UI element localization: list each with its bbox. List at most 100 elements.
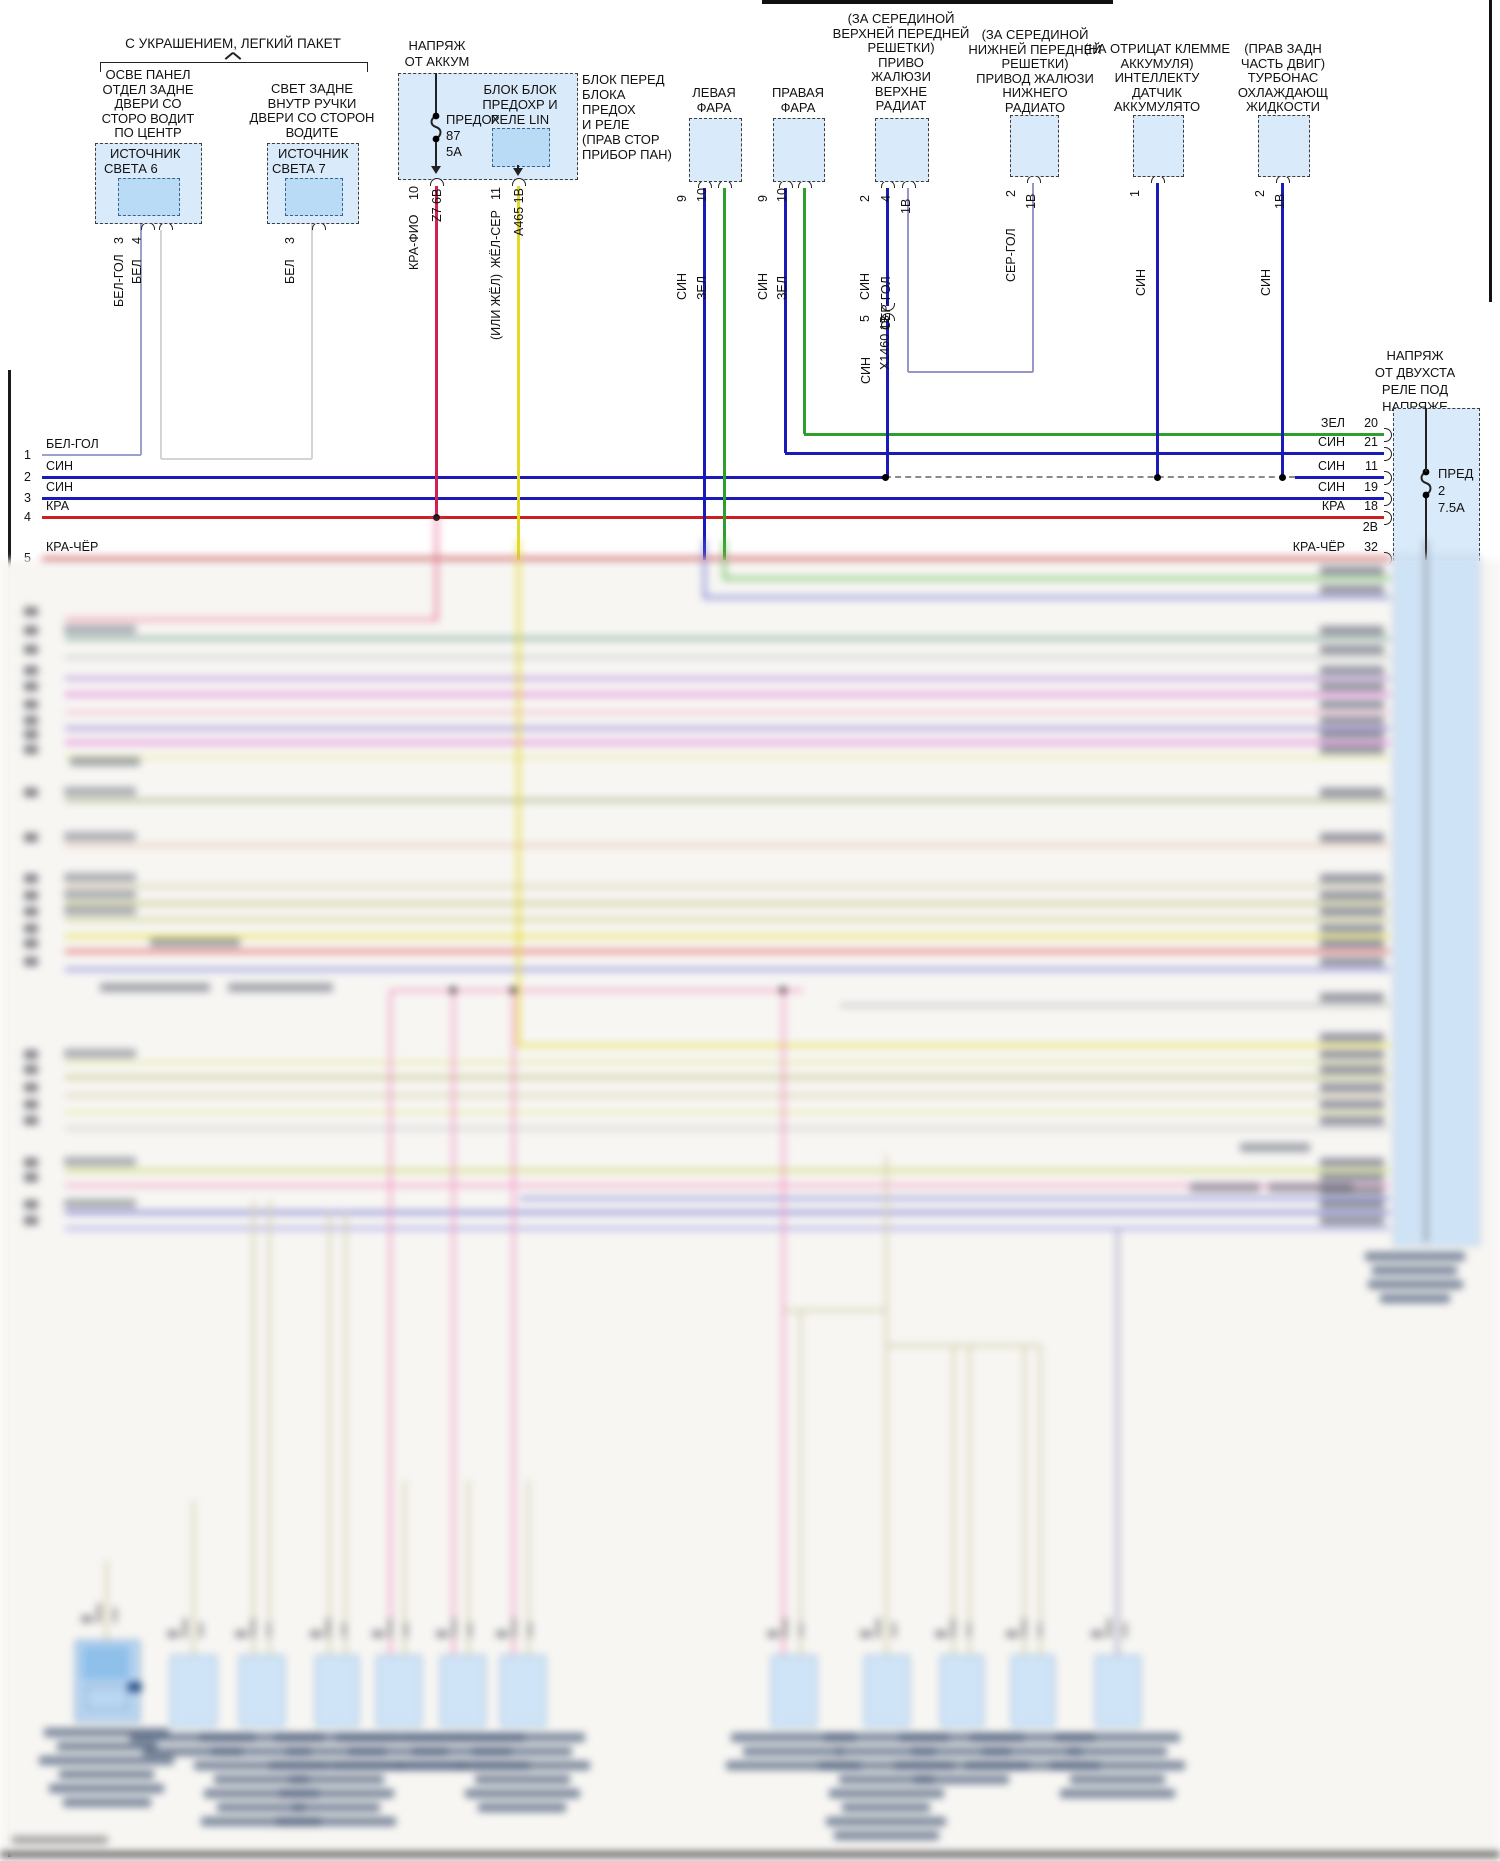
caption-line-placeholder (130, 1733, 255, 1742)
pin-label-placeholder (935, 1630, 947, 1638)
row-label-placeholder (1320, 1050, 1384, 1059)
wire-vertical (140, 222, 142, 455)
fuse-symbol-2 (1420, 466, 1432, 502)
row-number-placeholder (24, 1158, 38, 1167)
wire-vertical (1115, 1230, 1119, 1657)
module-inner-label: СВЕТА 6 (104, 161, 158, 176)
pin-label-placeholder (235, 1630, 247, 1638)
wire-horizontal (65, 884, 1390, 888)
row-label-placeholder (1320, 1173, 1384, 1182)
module-caption-line: НИЖНЕЙ ПЕРЕДНЕЙ (968, 41, 1102, 57)
left-row-wire-label: КРА (46, 499, 70, 513)
caption-line-placeholder (1069, 1775, 1165, 1784)
row-label-placeholder (64, 832, 136, 841)
row-label-placeholder (64, 1157, 136, 1166)
module-caption-line: ПРИВОД ЖАЛЮЗИ (976, 70, 1094, 86)
bottom-component-box (376, 1655, 422, 1727)
row-label-placeholder (1320, 745, 1384, 754)
pin-label-placeholder (767, 1630, 779, 1638)
module-caption-line: ФАРА (780, 99, 816, 115)
module-caption-line: ЖИДКОСТИ (1246, 99, 1320, 114)
right-row-pin-number: 32 (1364, 540, 1378, 554)
junction-dot (450, 987, 456, 993)
fusebox-note-5: (ПРАВ СТОР (582, 132, 660, 147)
caption-line-placeholder (49, 1784, 164, 1793)
connector-box (285, 178, 343, 216)
module-caption-line: ВЕРХНЕЙ ПЕРЕДНЕЙ (832, 25, 970, 41)
fuse2-label-2: 2 (1438, 483, 1446, 498)
wire-vertical (434, 515, 438, 621)
left-row-number: 5 (24, 551, 31, 565)
bottom-component-box (864, 1655, 910, 1727)
lin-block-label-1: БЛОК БЛОК (483, 82, 557, 97)
caption-line-placeholder (217, 1803, 305, 1812)
row-label-placeholder (1320, 1116, 1384, 1125)
wire-vertical (906, 180, 910, 372)
module-caption-line: РАДИАТО (1004, 99, 1066, 115)
caption-line-placeholder (1054, 1733, 1180, 1742)
relay-feed-box (1393, 408, 1480, 561)
pin-stub (876, 1618, 880, 1638)
wire-vertical (802, 180, 806, 434)
wire-vertical (517, 165, 519, 168)
row-number-placeholder (24, 700, 38, 709)
row-number-placeholder (24, 730, 38, 739)
bottom-component-box (440, 1655, 486, 1727)
wire-horizontal (1295, 475, 1384, 479)
lin-connector-box (492, 128, 550, 167)
row-label-placeholder (64, 906, 136, 915)
wire-horizontal (65, 710, 1390, 714)
mid-label-placeholder (70, 757, 140, 766)
module-caption-line: РАДИАТ (875, 98, 927, 113)
right-row-pin-number: 11 (1365, 459, 1378, 473)
caption-line-placeholder (454, 1761, 590, 1770)
wire-vertical (885, 320, 889, 477)
wire-horizontal (65, 726, 1390, 730)
caption-line-placeholder (818, 1761, 954, 1770)
selection-blob (128, 1682, 142, 1692)
pin-stub (267, 1622, 271, 1638)
page-border-top (762, 0, 1113, 4)
wire-horizontal (65, 655, 1390, 659)
bottom-component-box (239, 1655, 285, 1727)
component-box-right-headlamp (773, 118, 825, 182)
junction-dot (881, 473, 889, 481)
wire-horizontal (520, 1196, 1390, 1200)
mid-label-placeholder (228, 983, 333, 992)
caption-line-placeholder (142, 1747, 243, 1756)
fusebox-note-3: ПРЕДОХ (582, 102, 636, 117)
wire-horizontal (65, 1168, 1390, 1172)
wire-vertical (884, 1155, 888, 1657)
row-label-placeholder (1320, 666, 1384, 675)
left-row-wire-label: БЕЛ-ГОЛ (46, 437, 99, 451)
wire-vertical (388, 990, 392, 1657)
wire-vertical (722, 180, 726, 560)
module-caption-line: РЕШЕТКИ) (867, 40, 935, 55)
caption-line-placeholder (1059, 1789, 1175, 1798)
fuse-symbol (430, 108, 442, 146)
caption-line-placeholder (211, 1747, 311, 1756)
wire-vertical (516, 178, 520, 560)
pin-stub (1038, 1622, 1042, 1638)
fusebox-note-4: И РЕЛЕ (582, 117, 630, 132)
wire-vertical (435, 142, 437, 168)
caption-line-placeholder (969, 1733, 1095, 1742)
battery-feed-title-2: ОТ АККУМ (404, 54, 470, 69)
pin-stub (198, 1622, 203, 1638)
row-label-placeholder (1320, 682, 1384, 691)
component-box-intelligent-battery-sensor (1133, 115, 1184, 177)
fuse2-label-3: 7.5А (1438, 500, 1465, 515)
row-number-placeholder (24, 833, 38, 842)
row-label-placeholder (64, 787, 136, 796)
pin-stub (342, 1622, 346, 1638)
left-row-wire-label: КРА-ЧЁР (46, 540, 99, 554)
pin-stub (892, 1622, 896, 1638)
caption-line-placeholder (62, 1798, 151, 1807)
pin-label-placeholder (1091, 1630, 1103, 1638)
module-caption-line: СТОРО ВОДИТ (101, 110, 195, 126)
component-box-left-headlamp (689, 118, 742, 182)
bottom-component-box (315, 1655, 359, 1727)
junction-dot (780, 987, 786, 993)
wire-horizontal (42, 454, 141, 456)
wire-vertical (191, 1500, 195, 1657)
